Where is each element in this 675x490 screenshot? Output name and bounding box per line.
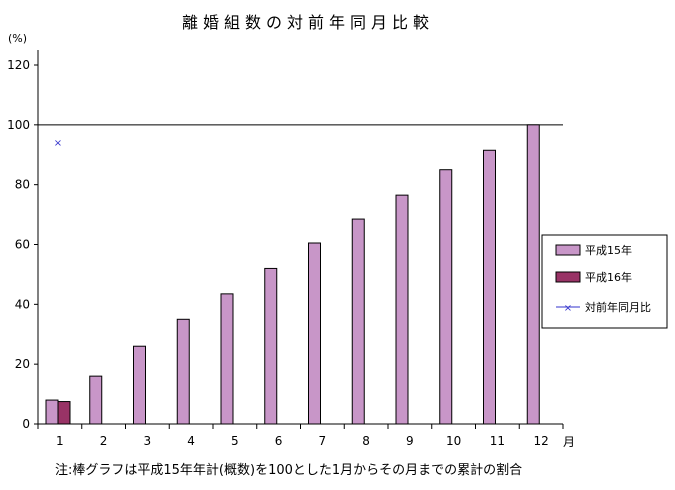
x-tick-label: 10 [446,434,461,448]
bar-h16-month-1 [57,401,71,425]
y-axis-unit: (%) [8,32,27,45]
x-tick-label: 6 [275,434,283,448]
y-tick-label: 40 [15,297,30,311]
y-tick-label: 0 [22,417,30,431]
bar-h15-month-1 [45,399,59,425]
bar-h15-month-12 [526,124,540,425]
y-tick-label: 20 [15,357,30,371]
x-tick-label: 5 [231,434,239,448]
footnote: 注:棒グラフは平成15年年計(概数)を100とした1月からその月までの累計の割合 [55,462,522,478]
bar-h15-month-4 [176,318,190,425]
bar-h15-month-11 [483,149,496,425]
y-tick-label: 80 [15,178,30,192]
x-tick-label: 9 [406,434,414,448]
y-tick-label: 100 [7,118,30,132]
bar-h15-month-6 [264,267,278,425]
chart-title: 離婚組数の対前年同月比較 [182,13,434,32]
bar-h15-month-2 [89,375,103,425]
x-tick-label: 11 [490,434,505,448]
legend-marker-yoy: × [564,303,572,314]
legend-swatch-h16 [555,271,581,283]
legend: 平成15年 平成16年 × 対前年同月比 [541,234,668,329]
x-tick-label: 12 [533,434,548,448]
legend-label-h16: 平成16年 [585,270,632,284]
x-tick-label: 1 [56,434,64,448]
x-axis-unit: 月 [563,435,575,449]
bar-h15-month-10 [439,169,453,425]
x-tick-label: 4 [187,434,195,448]
x-tick-label: 7 [319,434,327,448]
bar-h15-month-3 [133,345,146,425]
y-tick-label: 60 [15,238,30,252]
x-tick-label: 8 [362,434,370,448]
legend-label-h15: 平成15年 [585,243,632,257]
legend-label-yoy: 対前年同月比 [585,300,651,314]
bar-h15-month-7 [308,242,321,425]
legend-swatch-h15 [555,244,581,256]
bar-h15-month-8 [351,218,365,425]
x-tick-label: 2 [100,434,108,448]
bar-h15-month-9 [395,194,409,425]
yoy-marker-month-1: × [54,138,62,149]
bar-h15-month-5 [220,293,234,425]
x-tick-label: 3 [144,434,152,448]
y-tick-label: 120 [7,58,30,72]
